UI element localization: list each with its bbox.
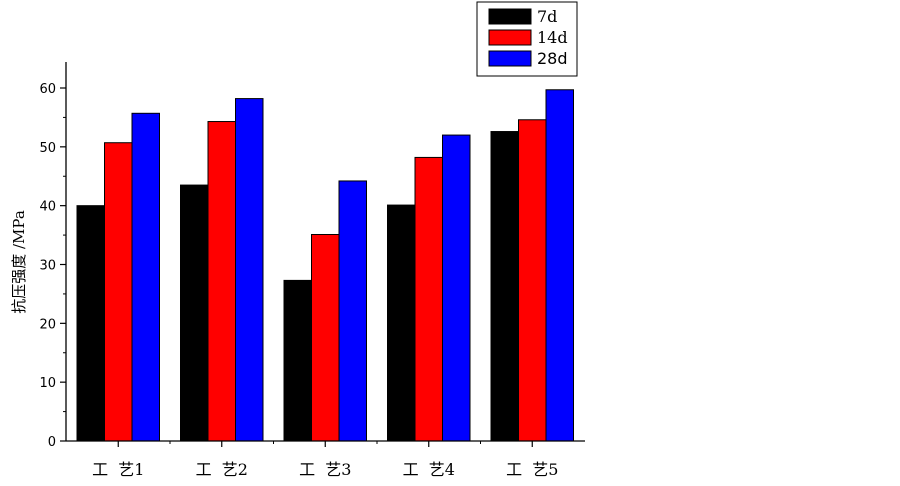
y-tick-label: 40 bbox=[39, 200, 56, 215]
x-category-label: 工 艺5 bbox=[506, 460, 558, 479]
bar-28d-5 bbox=[545, 89, 574, 442]
y-ticks-group: 0 10 20 30 40 50 60 bbox=[39, 82, 66, 450]
bar-7d-4 bbox=[387, 204, 416, 442]
x-category-label: 工 艺2 bbox=[196, 460, 248, 479]
bar-14d-4 bbox=[414, 156, 443, 442]
bar-7d-1 bbox=[76, 205, 105, 442]
x-category-label: 工 艺4 bbox=[403, 460, 455, 479]
bars-group bbox=[76, 89, 574, 442]
y-tick-label: 60 bbox=[39, 82, 56, 97]
legend-label-7d: 7d bbox=[537, 7, 557, 26]
bar-14d-2 bbox=[207, 121, 236, 442]
y-tick-label: 0 bbox=[48, 435, 56, 450]
bar-7d-3 bbox=[283, 279, 312, 442]
y-tick-label: 50 bbox=[39, 141, 56, 156]
legend-label-28d: 28d bbox=[537, 49, 568, 68]
y-tick-label: 20 bbox=[39, 317, 56, 332]
bar-28d-2 bbox=[235, 98, 264, 442]
y-axis-label: 抗压强度 /MPa bbox=[10, 210, 28, 314]
legend-label-14d: 14d bbox=[537, 28, 568, 47]
bar-28d-4 bbox=[442, 134, 471, 442]
legend-swatch-28d bbox=[488, 50, 532, 67]
legend-swatch-14d bbox=[488, 29, 532, 46]
y-tick-label: 10 bbox=[39, 376, 56, 391]
x-category-label: 工 艺1 bbox=[92, 460, 144, 479]
bar-14d-3 bbox=[311, 233, 340, 442]
bar-28d-3 bbox=[338, 180, 367, 442]
bar-7d-2 bbox=[180, 184, 209, 442]
legend-swatch-7d bbox=[488, 8, 532, 25]
bar-7d-5 bbox=[490, 131, 519, 442]
bar-28d-1 bbox=[131, 112, 160, 442]
x-labels-group: 工 艺1 工 艺2 工 艺3 工 艺4 工 艺5 bbox=[92, 441, 558, 479]
bar-14d-5 bbox=[518, 119, 547, 442]
x-category-label: 工 艺3 bbox=[299, 460, 351, 479]
bar-14d-1 bbox=[104, 142, 133, 442]
legend: 7d 14d 28d bbox=[476, 1, 578, 77]
y-tick-label: 30 bbox=[39, 259, 56, 274]
